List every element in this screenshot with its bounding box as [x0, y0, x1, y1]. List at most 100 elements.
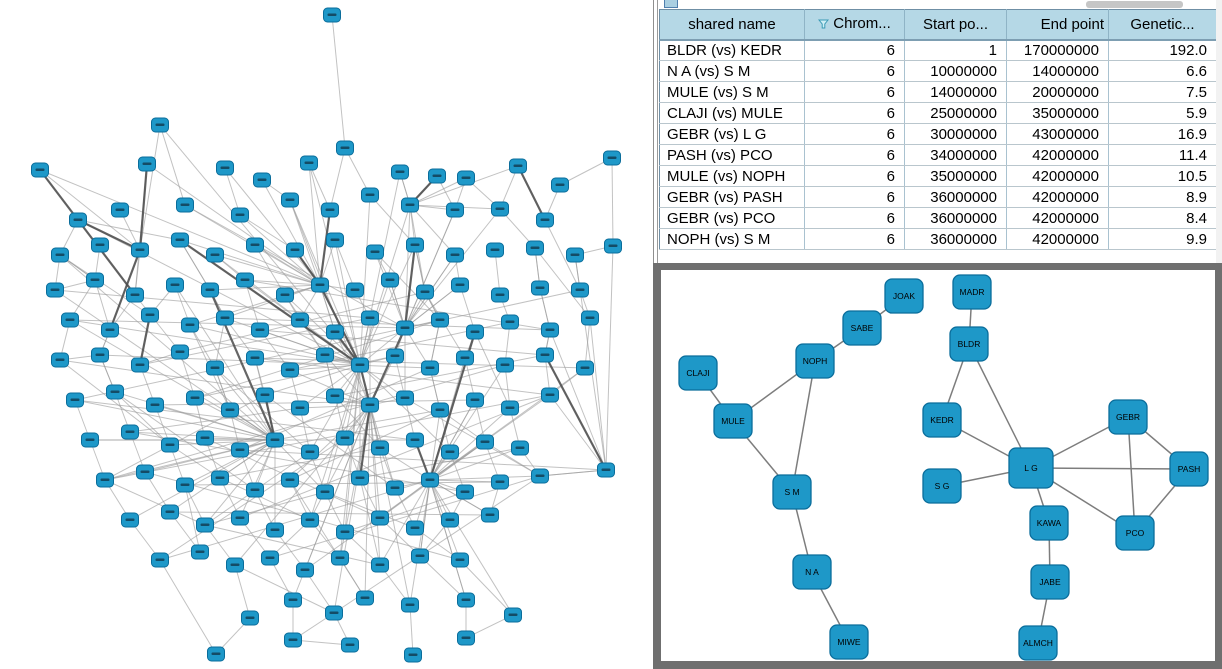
- table-cell[interactable]: 14000000: [904, 81, 1007, 103]
- table-cell[interactable]: 25000000: [904, 102, 1007, 124]
- table-row[interactable]: MULE (vs) NOPH 6 35000000 42000000 10.5: [659, 165, 1217, 187]
- table-cell[interactable]: 14000000: [1006, 60, 1109, 82]
- table-cell[interactable]: 6: [804, 102, 905, 124]
- network-node[interactable]: [772, 474, 812, 510]
- table-cell[interactable]: 36000000: [904, 207, 1007, 229]
- table-cell[interactable]: 6: [804, 165, 905, 187]
- table-row[interactable]: GEBR (vs) PASH 6 36000000 42000000 8.9: [659, 186, 1217, 208]
- table-cell[interactable]: NOPH (vs) S M: [659, 228, 805, 250]
- table-cell[interactable]: 170000000: [1006, 39, 1109, 61]
- network-node[interactable]: [922, 468, 962, 504]
- table-cell[interactable]: GEBR (vs) PASH: [659, 186, 805, 208]
- table-cell[interactable]: MULE (vs) S M: [659, 81, 805, 103]
- table-cell[interactable]: 1: [904, 39, 1007, 61]
- table-cell[interactable]: 6: [804, 123, 905, 145]
- table-cell[interactable]: 34000000: [904, 144, 1007, 166]
- node-label: [535, 286, 545, 289]
- network-edge: [144, 439, 276, 473]
- table-cell[interactable]: 20000000: [1006, 81, 1109, 103]
- table-cell[interactable]: 42000000: [1006, 228, 1109, 250]
- network-node[interactable]: [842, 310, 882, 346]
- table-cell[interactable]: MULE (vs) NOPH: [659, 165, 805, 187]
- table-cell[interactable]: 6: [804, 60, 905, 82]
- column-header-start-position[interactable]: Start po...: [904, 9, 1007, 41]
- table-cell[interactable]: 11.4: [1108, 144, 1217, 166]
- table-cell[interactable]: N A (vs) S M: [659, 60, 805, 82]
- table-cell[interactable]: 6: [804, 81, 905, 103]
- main-network-canvas[interactable]: [0, 0, 653, 669]
- node-label: [260, 393, 270, 396]
- table-cell[interactable]: 16.9: [1108, 123, 1217, 145]
- network-node[interactable]: [1108, 399, 1148, 435]
- table-vertical-scrollbar[interactable]: [1216, 0, 1222, 263]
- table-row[interactable]: N A (vs) S M 6 10000000 14000000 6.6: [659, 60, 1217, 82]
- network-node[interactable]: [922, 402, 962, 438]
- network-node[interactable]: [949, 326, 989, 362]
- table-cell[interactable]: 42000000: [1006, 186, 1109, 208]
- table-row[interactable]: CLAJI (vs) MULE 6 25000000 35000000 5.9: [659, 102, 1217, 124]
- table-cell[interactable]: 30000000: [904, 123, 1007, 145]
- network-edge: [184, 204, 406, 329]
- node-label: [375, 516, 385, 519]
- table-cell[interactable]: 6: [804, 207, 905, 229]
- table-cell[interactable]: BLDR (vs) KEDR: [659, 39, 805, 61]
- table-cell[interactable]: 42000000: [1006, 165, 1109, 187]
- network-node[interactable]: [678, 355, 718, 391]
- network-node[interactable]: [713, 403, 753, 439]
- table-cell[interactable]: 8.4: [1108, 207, 1217, 229]
- network-node[interactable]: [1018, 625, 1058, 661]
- table-cell[interactable]: 36000000: [904, 228, 1007, 250]
- column-header-genetic[interactable]: Genetic...: [1108, 9, 1217, 41]
- selected-network-svg[interactable]: JOAK MADR SABE BLDR NOPH CLAJI MULE KEDR GEBR L G…: [661, 270, 1215, 661]
- node-label: JABE: [1039, 577, 1061, 587]
- scrollbar-thumb[interactable]: [1086, 1, 1183, 8]
- network-node[interactable]: [829, 624, 869, 660]
- table-row[interactable]: NOPH (vs) S M 6 36000000 42000000 9.9: [659, 228, 1217, 250]
- table-cell[interactable]: 43000000: [1006, 123, 1109, 145]
- column-header-chromosome[interactable]: Chrom...: [804, 9, 905, 41]
- table-cell[interactable]: 6: [804, 39, 905, 61]
- table-cell[interactable]: 10.5: [1108, 165, 1217, 187]
- table-cell[interactable]: 6: [804, 228, 905, 250]
- main-network-panel[interactable]: [0, 0, 653, 669]
- table-cell[interactable]: CLAJI (vs) MULE: [659, 102, 805, 124]
- table-cell[interactable]: 36000000: [904, 186, 1007, 208]
- table-cell[interactable]: 6: [804, 144, 905, 166]
- table-cell[interactable]: 35000000: [1006, 102, 1109, 124]
- table-mini-tab[interactable]: [664, 0, 678, 8]
- table-cell[interactable]: 42000000: [1006, 207, 1109, 229]
- network-edge: [59, 254, 151, 316]
- table-row[interactable]: GEBR (vs) L G 6 30000000 43000000 16.9: [659, 123, 1217, 145]
- table-cell[interactable]: GEBR (vs) PCO: [659, 207, 805, 229]
- table-cell[interactable]: 6: [804, 186, 905, 208]
- node-label: [390, 486, 400, 489]
- table-cell[interactable]: 6.6: [1108, 60, 1217, 82]
- table-cell[interactable]: PASH (vs) PCO: [659, 144, 805, 166]
- selected-network-canvas[interactable]: JOAK MADR SABE BLDR NOPH CLAJI MULE KEDR GEBR L G…: [661, 270, 1215, 661]
- network-node[interactable]: [1115, 515, 1155, 551]
- table-row[interactable]: GEBR (vs) PCO 6 36000000 42000000 8.4: [659, 207, 1217, 229]
- table-cell[interactable]: 10000000: [904, 60, 1007, 82]
- network-node[interactable]: [952, 274, 992, 310]
- network-node[interactable]: [1008, 447, 1054, 489]
- table-cell[interactable]: 192.0: [1108, 39, 1217, 61]
- column-header-end-point[interactable]: End point: [1006, 9, 1109, 41]
- table-row[interactable]: PASH (vs) PCO 6 34000000 42000000 11.4: [659, 144, 1217, 166]
- table-cell[interactable]: 5.9: [1108, 102, 1217, 124]
- table-cell[interactable]: 42000000: [1006, 144, 1109, 166]
- table-row[interactable]: BLDR (vs) KEDR 6 1 170000000 192.0: [659, 39, 1217, 61]
- network-node[interactable]: [884, 278, 924, 314]
- network-node[interactable]: [1169, 451, 1209, 487]
- table-cell[interactable]: 8.9: [1108, 186, 1217, 208]
- network-node[interactable]: [1030, 564, 1070, 600]
- network-node[interactable]: [792, 554, 832, 590]
- table-cell[interactable]: 7.5: [1108, 81, 1217, 103]
- table-row[interactable]: MULE (vs) S M 6 14000000 20000000 7.5: [659, 81, 1217, 103]
- column-header-shared-name[interactable]: shared name: [659, 9, 805, 41]
- table-cell[interactable]: GEBR (vs) L G: [659, 123, 805, 145]
- table-cell[interactable]: 9.9: [1108, 228, 1217, 250]
- table-horizontal-scrollbar[interactable]: [1078, 0, 1198, 9]
- network-node[interactable]: [1029, 505, 1069, 541]
- table-cell[interactable]: 35000000: [904, 165, 1007, 187]
- network-node[interactable]: [795, 343, 835, 379]
